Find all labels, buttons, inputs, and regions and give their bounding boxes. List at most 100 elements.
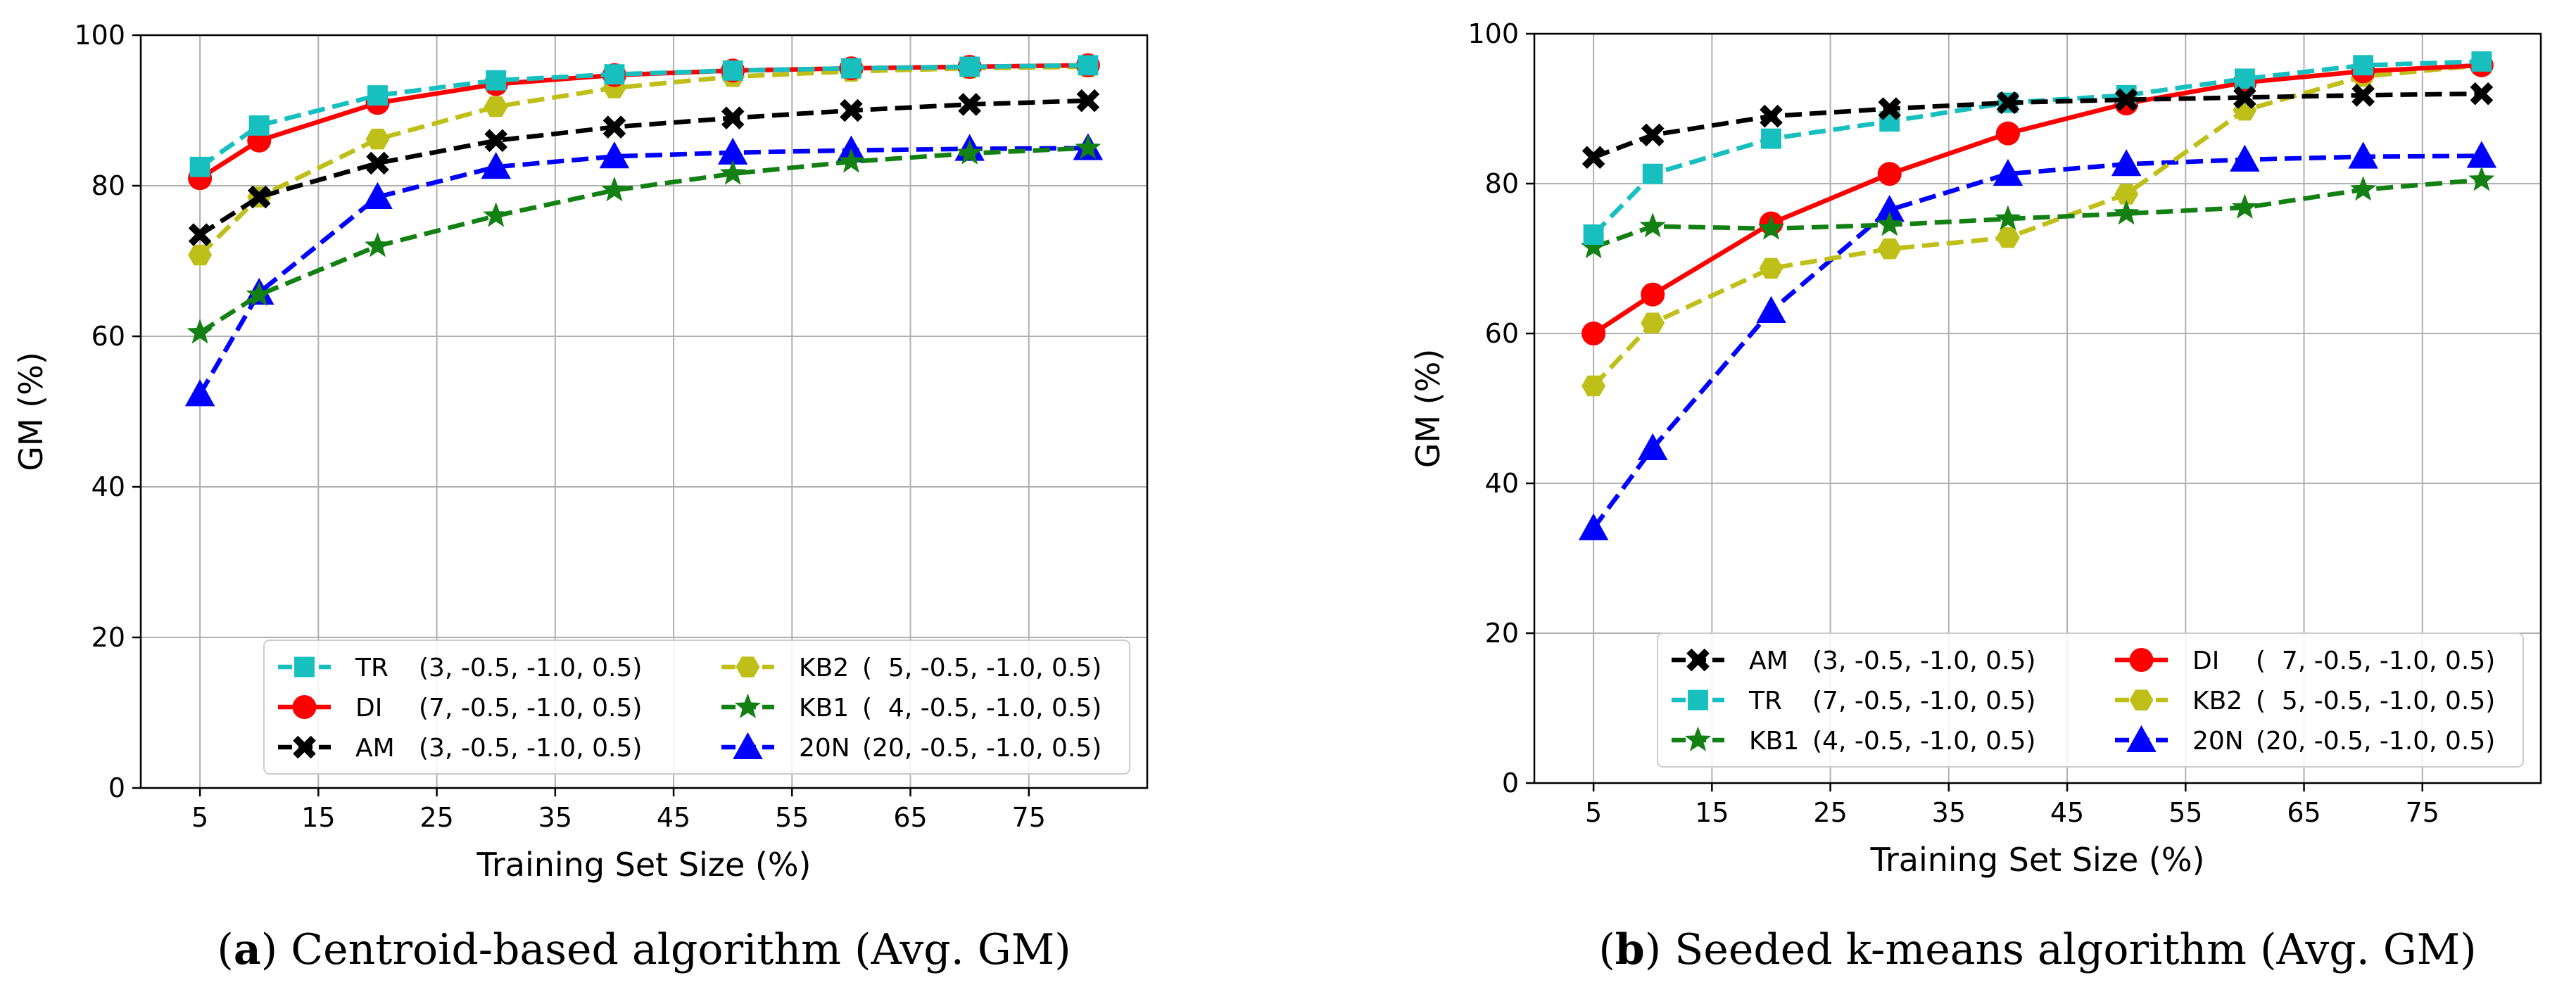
data-point <box>2233 86 2256 109</box>
series-20n <box>1578 141 2497 540</box>
data-point <box>1078 55 1099 76</box>
caption-paren: ) <box>261 925 291 974</box>
caption-text: Seeded k-means algorithm (Avg. GM) <box>1674 925 2476 974</box>
y-tick-label: 20 <box>91 622 125 653</box>
data-point <box>1076 89 1100 113</box>
legend-marker <box>733 732 763 759</box>
legend-name: TR <box>355 654 389 682</box>
x-tick-label: 15 <box>1695 797 1729 828</box>
y-tick-label: 60 <box>91 321 125 352</box>
series-kb1 <box>1580 166 2495 259</box>
data-point <box>2353 55 2374 76</box>
legend-name: TR <box>1748 687 1782 716</box>
data-point <box>1639 212 1666 238</box>
legend-name: KB2 <box>2192 687 2242 716</box>
legend-params: (3, -0.5, -1.0, 0.5) <box>419 654 642 682</box>
y-tick-label: 60 <box>1485 318 1519 349</box>
y-tick-label: 100 <box>1467 18 1519 49</box>
legend-params: ( 5, -0.5, -1.0, 0.5) <box>862 654 1101 682</box>
series-tr <box>189 55 1099 177</box>
legend-params: ( 5, -0.5, -1.0, 0.5) <box>2256 687 2495 716</box>
caption-paren: ( <box>217 925 233 974</box>
data-point <box>1761 128 1781 149</box>
ticks: 5 15 25 35 45 55 65 75 0 20 40 60 80 100 <box>74 20 1045 833</box>
legend-marker <box>2129 689 2154 711</box>
data-point <box>1641 282 1665 307</box>
chart-panel-b: 5 15 25 35 45 55 65 75 0 20 40 60 80 100 Training Set … <box>1409 18 2542 974</box>
data-point <box>1637 433 1668 460</box>
legend: AM (3, -0.5, -1.0, 0.5) TR (7, -0.5, -1.0, … <box>1657 632 2524 768</box>
series-line <box>198 146 1089 335</box>
series-am <box>188 89 1100 246</box>
data-point <box>601 176 628 202</box>
data-point <box>2350 176 2377 201</box>
plot-frame <box>1533 32 2542 784</box>
data-point <box>1075 134 1101 160</box>
data-point <box>1583 224 1604 245</box>
x-tick-label: 65 <box>893 802 927 833</box>
data-point <box>1874 195 1905 222</box>
data-point <box>246 281 272 306</box>
data-point <box>481 152 511 179</box>
legend-marker <box>735 656 760 678</box>
x-tick-label: 45 <box>657 802 690 833</box>
figure-caption: (a) Centroid-based algorithm (Avg. GM) <box>217 925 1071 974</box>
data-point <box>2348 141 2378 169</box>
data-point <box>604 64 625 85</box>
y-tick-label: 80 <box>1485 168 1519 199</box>
legend-params: ( 4, -0.5, -1.0, 0.5) <box>862 694 1101 723</box>
data-point <box>1995 205 2021 230</box>
data-point <box>2468 166 2495 191</box>
x-tick-label: 25 <box>1813 797 1847 828</box>
data-point <box>1995 121 2020 146</box>
legend-params: ( 7, -0.5, -1.0, 0.5) <box>2256 647 2495 675</box>
legend-name: KB1 <box>799 694 849 723</box>
data-point <box>1877 162 1902 186</box>
caption-paren: ( <box>1598 925 1615 974</box>
x-tick-label: 75 <box>2406 797 2439 828</box>
legend-params: (20, -0.5, -1.0, 0.5) <box>2256 727 2495 756</box>
data-point <box>484 96 508 117</box>
data-point <box>187 319 213 344</box>
data-point <box>1581 146 1605 169</box>
data-point <box>1757 215 1785 240</box>
series-group <box>1578 51 2497 540</box>
data-point <box>1642 163 1663 184</box>
x-tick-label: 45 <box>2050 797 2084 828</box>
caption-letter: b <box>1615 925 1645 974</box>
legend-name: DI <box>2192 647 2219 675</box>
x-tick-label: 55 <box>2168 797 2202 828</box>
legend-marker <box>734 693 762 718</box>
data-point <box>719 160 746 185</box>
legend-params: (7, -0.5, -1.0, 0.5) <box>419 694 642 723</box>
y-tick-label: 80 <box>91 170 125 201</box>
data-point <box>722 60 743 81</box>
data-point <box>1995 227 2020 248</box>
y-tick-label: 20 <box>1485 618 1519 649</box>
data-point <box>188 244 213 266</box>
legend-marker <box>1686 648 1710 672</box>
data-point <box>2114 88 2138 111</box>
data-point <box>1877 238 1902 260</box>
data-point <box>959 56 980 77</box>
data-point <box>1993 158 2023 186</box>
data-point <box>2471 51 2492 72</box>
x-tick-label: 35 <box>1932 797 1966 828</box>
legend-item-di: DI (7, -0.5, -1.0, 0.5) <box>278 694 642 723</box>
data-point <box>840 98 863 122</box>
data-point <box>1580 234 1607 259</box>
legend-marker <box>294 656 315 678</box>
data-point <box>1759 257 1783 279</box>
legend-item-tr: TR (3, -0.5, -1.0, 0.5) <box>278 654 642 682</box>
series-line <box>1593 177 2482 250</box>
legend-params: (3, -0.5, -1.0, 0.5) <box>419 734 642 763</box>
x-tick-label: 75 <box>1012 802 1046 833</box>
legend-params: (4, -0.5, -1.0, 0.5) <box>1812 727 2035 756</box>
legend: TR (3, -0.5, -1.0, 0.5) DI (7, -0.5, -1.0, … <box>263 640 1130 775</box>
data-point <box>188 223 212 246</box>
y-tick-label: 100 <box>74 20 125 51</box>
data-point <box>721 106 745 129</box>
legend-params: (20, -0.5, -1.0, 0.5) <box>862 734 1101 763</box>
legend-params: (3, -0.5, -1.0, 0.5) <box>1812 647 2035 675</box>
